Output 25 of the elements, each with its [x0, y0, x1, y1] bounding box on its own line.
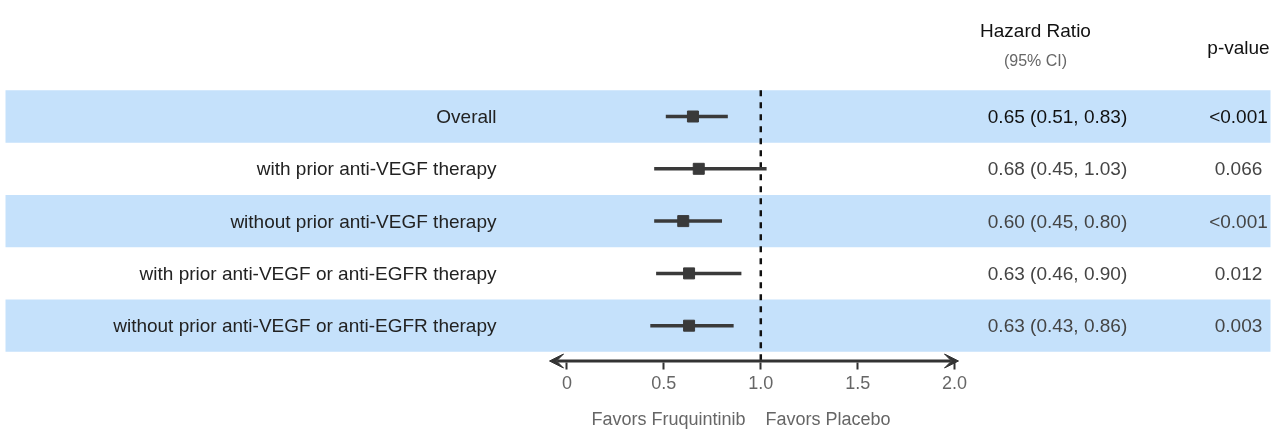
y-tick-label: with prior anti-VEGF or anti-EGFR therapy: [138, 262, 497, 284]
y-tick-label: without prior anti-VEGF or anti-EGFR therapy: [112, 315, 497, 337]
x-tick-label: 1.0: [748, 372, 774, 393]
text: <0.001: [1209, 210, 1268, 232]
text: <0.001: [1209, 106, 1268, 127]
x-tick-label: 0: [561, 372, 572, 393]
text: (95% CI): [1003, 52, 1068, 69]
data-label: 0.65 (0.51, 0.83): [987, 106, 1128, 127]
text: Favors Placebo: [765, 408, 891, 429]
x-tick-label: 1.5: [845, 372, 871, 393]
data-label: 0.63 (0.43, 0.86): [987, 315, 1128, 337]
text: Hazard Ratio: [980, 20, 1091, 41]
y-tick-label: with prior anti-VEGF therapy: [255, 158, 497, 180]
data-label: 0.60 (0.45, 0.80): [987, 210, 1128, 232]
data-label: 0.63 (0.46, 0.90): [987, 262, 1128, 284]
text: 0.066: [1214, 158, 1263, 180]
x-tick-label: 0.5: [651, 372, 677, 393]
text: 0.003: [1214, 315, 1263, 337]
text: 0.012: [1214, 262, 1263, 284]
y-tick-label: without prior anti-VEGF therapy: [229, 210, 497, 232]
text: Favors Fruquintinib: [591, 408, 746, 429]
data-label: 0.68 (0.45, 1.03): [987, 158, 1128, 180]
text: p-value: [1207, 37, 1270, 58]
y-tick-label: Overall: [436, 106, 497, 127]
x-tick-label: 2.0: [942, 372, 968, 393]
